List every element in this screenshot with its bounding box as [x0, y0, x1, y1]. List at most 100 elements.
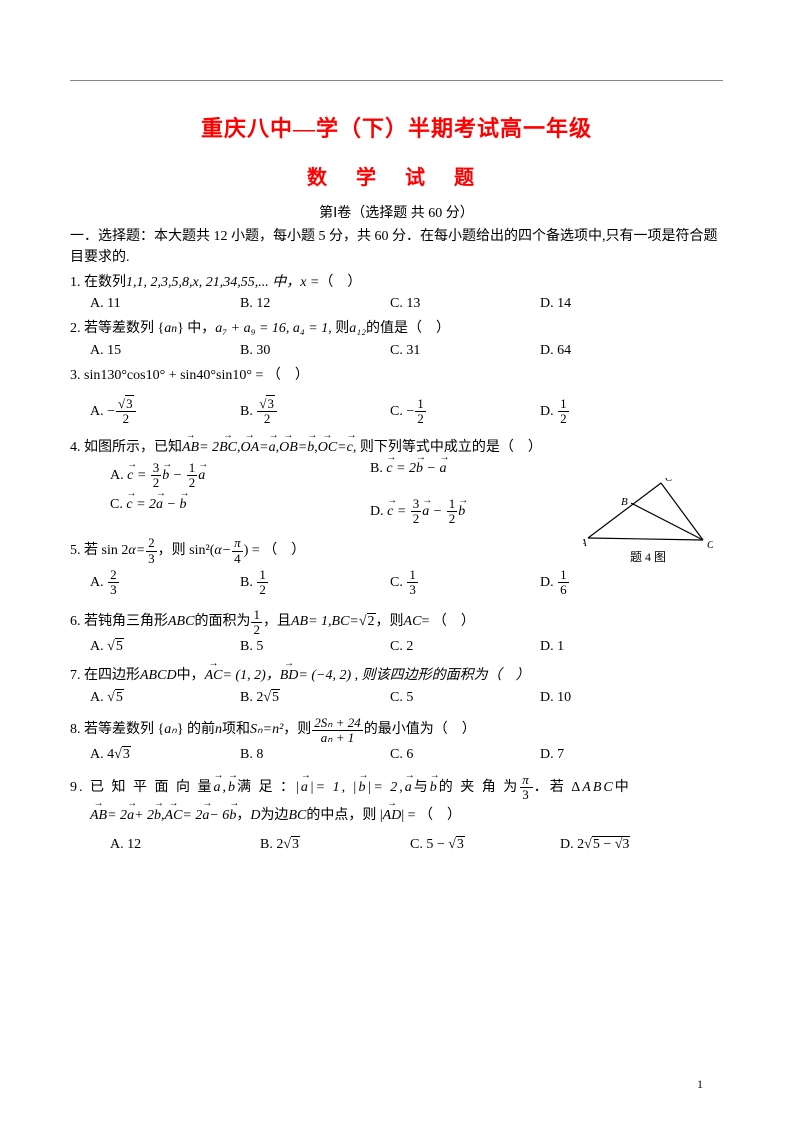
q9l2p: + 2 [134, 805, 154, 827]
exam-subtitle: 数 学 试 题 [70, 161, 723, 190]
q5Cn: 1 [407, 568, 418, 583]
q2-opt-d: D. 64 [540, 343, 690, 359]
q4cl: C. [110, 497, 126, 512]
q4dm: − [429, 504, 445, 519]
question-7: 7. 在四边形 ABCD 中，AC = (1, 2)，BD = (−4, 2) … [70, 665, 723, 687]
q4-b: b [307, 437, 314, 459]
q1-seq2: , 21,34,55,... 中， [199, 272, 301, 294]
q8sn: Sₙ [250, 719, 263, 741]
top-rule [70, 80, 723, 81]
q3-aneg: − [107, 404, 115, 419]
q7-opt-a: A. 5 [90, 690, 240, 706]
q9sd: ．若 Δ [534, 777, 583, 799]
q4-bc: BC [219, 437, 237, 459]
q3-opt-b: B. 32 [240, 397, 390, 427]
q3-lb: B. [240, 404, 256, 419]
q4ce: = 2 [133, 497, 156, 512]
question-2: 2. 若等差数列 { an } 中， a₇ + a₉ = 16, a₄ = 1 … [70, 318, 723, 340]
q9l2ad: AD [383, 805, 402, 827]
q2-options: A. 15 B. 30 C. 31 D. 64 [70, 343, 723, 359]
q4aa: a [198, 468, 205, 484]
q8-opt-d: D. 7 [540, 747, 690, 763]
q5An: 2 [108, 568, 119, 583]
q7-opt-b: B. 2 5 [240, 690, 390, 706]
q5-options: A. 23 B. 12 C. 13 D. 16 [70, 568, 723, 598]
q8sd: ，则 [283, 719, 311, 741]
question-8: 8. 若等差数列 {aₙ} 的前 n 项和 Sₙ = n²，则 2Sₙ + 24… [70, 716, 723, 746]
q7ac: AC [205, 665, 223, 687]
q6lc: C. [390, 639, 406, 654]
q6sd: ，则 [376, 611, 404, 633]
q8sb: } 的前 [177, 719, 215, 741]
q7lb: B. 2 [240, 690, 263, 705]
q4-a: a [269, 437, 276, 459]
q4-ob: OB [279, 437, 298, 459]
q6sa: 6. 若钝角三角形 [70, 611, 168, 633]
q1-opt-d: D. 14 [540, 296, 690, 312]
q9l2ac: AC [165, 805, 183, 827]
q7abcd: ABCD [140, 665, 177, 687]
q4ac: c [127, 468, 133, 484]
q5Ad: 3 [108, 583, 119, 597]
q2-a12: a₁₂ [349, 318, 366, 340]
q4ae: = [133, 468, 149, 483]
q8la: A. 4 [90, 747, 114, 762]
q6lb: B. [240, 639, 256, 654]
q8n: n [215, 719, 222, 741]
question-9-line2: AB = 2a + 2b, AC = 2a − 6b，D 为边 BC 的中点，则… [70, 805, 723, 827]
q4an1: 3 [151, 461, 162, 476]
q8-options: A. 43 B. 8 C. 6 D. 7 [70, 747, 723, 763]
q5m: − [222, 540, 231, 562]
q1-eq: x = [300, 272, 319, 294]
q5pd: 4 [232, 552, 243, 566]
q3-dd: 2 [558, 412, 569, 426]
q9a3: a [405, 777, 414, 799]
q8sc: 项和 [222, 719, 250, 741]
q7sb: 中， [177, 665, 205, 687]
q1-opt-c: C. 13 [390, 296, 540, 312]
q6e2: = [349, 611, 358, 633]
q4-e4: = [337, 437, 346, 459]
q6sc: ，且 [263, 611, 291, 633]
q5la: A. [90, 575, 107, 590]
q5Dn: 1 [558, 568, 569, 583]
q2-d: 的值是（ ） [366, 318, 450, 340]
q4al: A. [110, 468, 127, 483]
q6ac: AC [404, 611, 422, 633]
q4bc2: c [386, 461, 392, 477]
q1-options: A. 11 B. 12 C. 13 D. 14 [70, 296, 723, 312]
q4db: b [458, 504, 465, 520]
q6ar: 5 [115, 638, 124, 654]
q9b2: b [358, 777, 367, 799]
q5d: 3 [146, 552, 157, 566]
q3-ld: D. [540, 404, 557, 419]
q4bl: B. [370, 461, 386, 476]
q1-opt-b: B. 12 [240, 296, 390, 312]
q1-seq: 1,1, 2,3,5,8, [126, 272, 193, 294]
q9a: a [214, 777, 223, 799]
q7sa: 7. 在四边形 [70, 665, 140, 687]
q6n: 1 [251, 608, 262, 623]
q5Bn: 1 [257, 568, 268, 583]
q9abc: ABC [582, 777, 614, 799]
q4dn1: 3 [411, 497, 422, 512]
q7la: A. [90, 690, 107, 705]
q9se: 中 [615, 777, 631, 799]
q7br: 5 [271, 689, 280, 705]
q9l2b: b [154, 805, 161, 827]
q7e1: = (1, 2)， [222, 665, 279, 687]
q4-opt-a: A. c = 32b − 12a [110, 461, 370, 491]
q2-an: a [164, 318, 171, 340]
q3-aden: 2 [116, 412, 136, 426]
q6bc: BC [332, 611, 350, 633]
q8se: 的最小值为（ ） [364, 719, 476, 741]
q9a2: a [301, 777, 310, 799]
q2-opt-c: C. 31 [390, 343, 540, 359]
q4cm: − [163, 497, 179, 512]
q4-e1: = 2 [199, 437, 219, 459]
q1-blank: （ ） [319, 272, 361, 294]
q6sb: 的面积为 [194, 611, 250, 633]
q3-opt-a: A. −32 [90, 397, 240, 427]
q4dd2: 2 [447, 512, 458, 526]
q3-lc: C. [390, 404, 406, 419]
